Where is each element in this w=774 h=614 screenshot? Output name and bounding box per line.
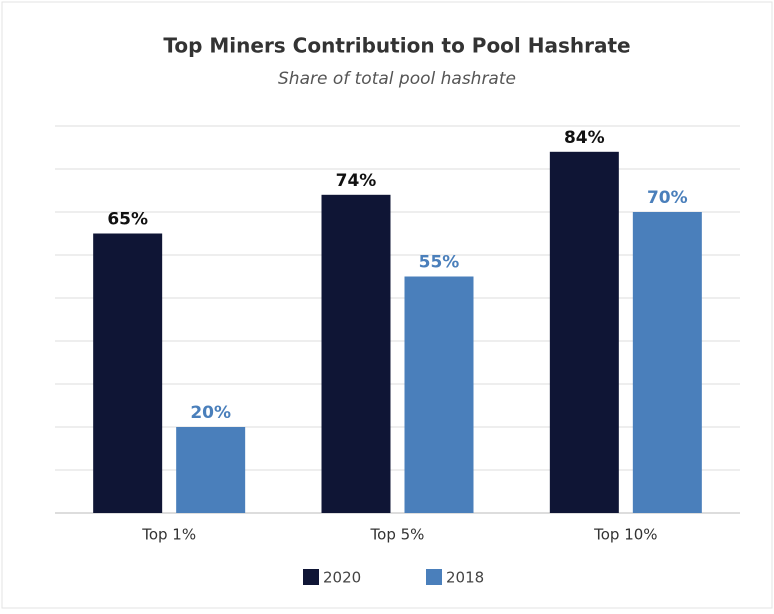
- bar: [176, 427, 246, 513]
- data-label: 84%: [564, 128, 605, 148]
- data-label: 55%: [419, 253, 460, 273]
- bar: [404, 276, 474, 513]
- bar: [93, 233, 163, 513]
- chart-subtitle: Share of total pool hashrate: [278, 69, 516, 89]
- legend-swatch: [303, 569, 319, 585]
- legend-label: 2020: [323, 569, 361, 587]
- bar: [632, 212, 702, 513]
- data-label: 65%: [107, 210, 148, 230]
- bar: [549, 151, 619, 514]
- data-label: 20%: [190, 403, 231, 423]
- x-tick-label: Top 10%: [593, 526, 657, 544]
- x-tick-label: Top 1%: [141, 526, 196, 544]
- data-label: 74%: [336, 171, 377, 191]
- chart-title: Top Miners Contribution to Pool Hashrate: [163, 34, 630, 58]
- data-label: 70%: [647, 188, 688, 208]
- legend-swatch: [426, 569, 442, 585]
- x-tick-label: Top 5%: [370, 526, 425, 544]
- legend-label: 2018: [446, 569, 484, 587]
- bar: [321, 194, 391, 514]
